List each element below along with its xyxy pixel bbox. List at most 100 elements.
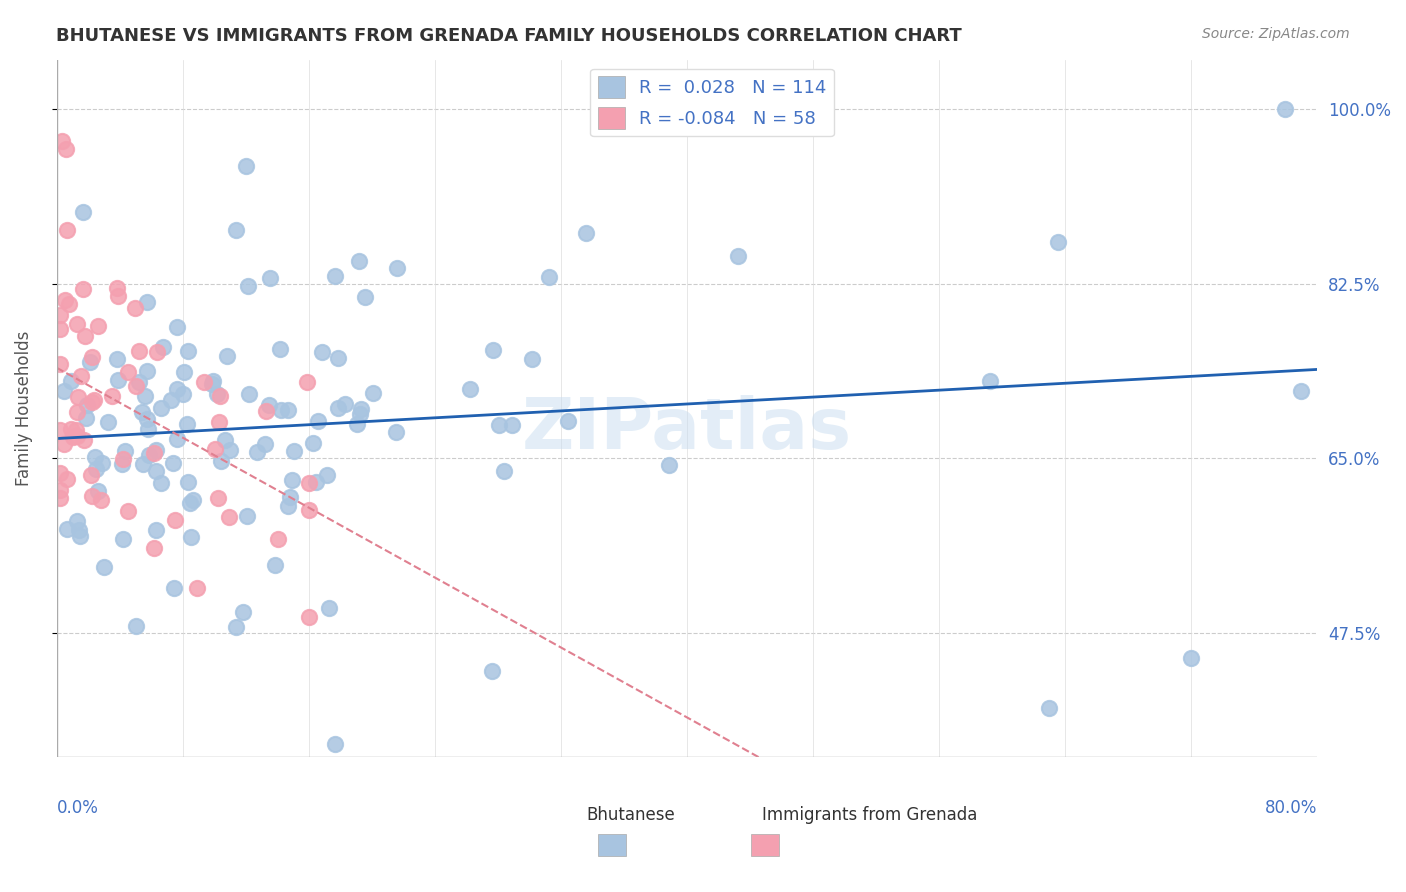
Point [135, 295, 157, 310]
Point [69, 528, 91, 542]
Point [264, 558, 287, 572]
Point [1180, 650, 1202, 665]
Point [257, 398, 280, 412]
Point [107, 351, 129, 366]
Bar [599, 834, 626, 856]
Point [204, 442, 226, 456]
Point [80, 468, 103, 483]
Point [75, 410, 97, 425]
Point [173, 365, 195, 379]
Point [1038, 700, 1060, 714]
Point [277, 499, 299, 513]
Point [160, 392, 183, 407]
Point [58, 297, 80, 311]
Point [254, 403, 277, 417]
Point [66, 429, 89, 443]
Point [253, 437, 276, 451]
Point [80, 350, 103, 364]
Point [111, 532, 134, 546]
Point [177, 475, 200, 489]
Point [232, 605, 254, 619]
Text: Bhutanese: Bhutanese [586, 806, 675, 824]
Point [301, 436, 323, 450]
Point [91, 456, 114, 470]
Point [180, 530, 202, 544]
Text: BHUTANESE VS IMMIGRANTS FROM GRENADA FAMILY HOUSEHOLDS CORRELATION CHART: BHUTANESE VS IMMIGRANTS FROM GRENADA FAM… [56, 27, 962, 45]
Text: ZIPatlas: ZIPatlas [522, 395, 852, 464]
Point [727, 249, 749, 263]
Point [385, 425, 408, 440]
Point [350, 402, 373, 417]
Point [209, 389, 232, 403]
Point [1046, 235, 1069, 250]
Point [79, 355, 101, 369]
Point [59, 422, 82, 436]
Point [72, 282, 94, 296]
Point [70, 369, 93, 384]
Point [114, 443, 136, 458]
Point [117, 365, 139, 379]
Text: Source: ZipAtlas.com: Source: ZipAtlas.com [1202, 27, 1350, 41]
Point [49, 322, 72, 336]
Point [55, 142, 77, 156]
Point [65, 423, 87, 437]
Point [60, 375, 83, 389]
Point [49, 423, 72, 437]
Point [166, 319, 188, 334]
Point [131, 405, 153, 419]
Point [361, 385, 384, 400]
Point [146, 345, 169, 359]
Point [298, 475, 321, 490]
Y-axis label: Family Households: Family Households [15, 331, 32, 486]
Point [315, 468, 337, 483]
Point [82, 489, 104, 503]
Point [537, 270, 560, 285]
Point [166, 382, 188, 396]
Point [143, 541, 166, 556]
Point [349, 253, 371, 268]
Point [87, 319, 110, 334]
Point [574, 226, 596, 240]
Point [52, 437, 75, 451]
Point [207, 387, 229, 401]
Point [76, 399, 98, 413]
Point [458, 382, 481, 396]
Point [520, 352, 543, 367]
Point [218, 442, 240, 457]
Point [201, 374, 224, 388]
Point [346, 417, 368, 431]
Point [138, 449, 160, 463]
Point [73, 433, 96, 447]
Point [176, 417, 198, 431]
Point [488, 417, 510, 432]
Point [111, 452, 134, 467]
Point [387, 260, 409, 275]
Point [163, 513, 186, 527]
Point [93, 559, 115, 574]
Point [235, 159, 257, 173]
Point [207, 491, 229, 506]
Point [281, 473, 304, 487]
Point [215, 349, 238, 363]
Point [166, 432, 188, 446]
Point [209, 454, 232, 468]
Point [354, 290, 377, 304]
Point [323, 737, 346, 751]
Point [53, 384, 76, 399]
Point [979, 374, 1001, 388]
Point [83, 393, 105, 408]
Point [97, 415, 120, 429]
Point [55, 293, 77, 307]
Point [128, 344, 150, 359]
Point [131, 457, 153, 471]
Point [150, 475, 173, 490]
Point [49, 357, 72, 371]
Point [298, 610, 321, 624]
Point [163, 581, 186, 595]
Point [297, 375, 319, 389]
Point [128, 375, 150, 389]
Point [328, 351, 350, 365]
Point [49, 491, 72, 505]
Point [66, 390, 89, 404]
Point [557, 414, 579, 428]
